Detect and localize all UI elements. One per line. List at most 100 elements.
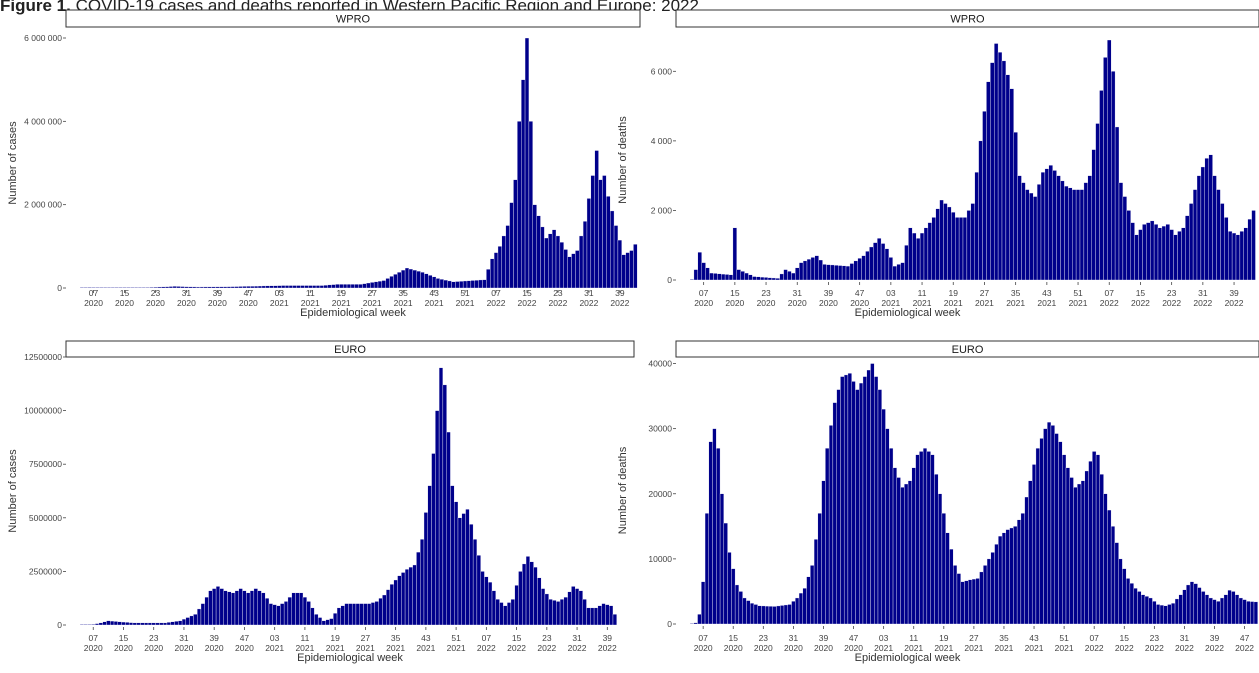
bar bbox=[1212, 175, 1217, 281]
bar bbox=[450, 485, 455, 626]
bar bbox=[896, 477, 901, 625]
bar bbox=[134, 287, 139, 289]
bar bbox=[734, 584, 740, 625]
x-tick-label: 39 2020 bbox=[819, 288, 838, 308]
y-axis-title: Number of cases bbox=[7, 121, 19, 205]
bar bbox=[943, 203, 948, 281]
bar bbox=[629, 250, 634, 289]
x-tick-label: 23 2022 bbox=[1145, 633, 1164, 653]
x-tick-label: 27 2021 bbox=[975, 288, 994, 308]
bar bbox=[748, 274, 753, 281]
bar bbox=[1080, 480, 1085, 625]
bar bbox=[838, 265, 843, 281]
bar bbox=[1005, 74, 1010, 281]
y-axis-title: Number of deaths bbox=[617, 116, 629, 204]
bar bbox=[1033, 196, 1038, 281]
bar bbox=[103, 287, 108, 289]
bars bbox=[689, 39, 1256, 281]
bar bbox=[472, 539, 478, 626]
x-axis-title: Epidemiological week bbox=[297, 652, 403, 664]
x-tick-label: 19 2021 bbox=[944, 288, 963, 308]
bar bbox=[192, 286, 197, 289]
x-tick-label: 31 2022 bbox=[568, 633, 587, 653]
bar bbox=[888, 257, 893, 281]
bar bbox=[1088, 461, 1093, 625]
bar bbox=[91, 624, 96, 626]
bar bbox=[709, 272, 714, 281]
x-tick-label: 43 2021 bbox=[425, 288, 444, 308]
bar bbox=[117, 621, 122, 626]
panel-title: WPRO bbox=[950, 14, 985, 26]
bar bbox=[1021, 182, 1026, 281]
bar bbox=[446, 431, 451, 626]
bar bbox=[1200, 166, 1205, 281]
bar bbox=[94, 623, 100, 626]
bar bbox=[908, 227, 913, 281]
bar bbox=[128, 622, 134, 626]
bar bbox=[238, 588, 243, 626]
bars bbox=[79, 37, 638, 289]
bar bbox=[934, 474, 939, 625]
bar bbox=[791, 272, 796, 281]
bar bbox=[744, 272, 749, 281]
bar bbox=[132, 622, 137, 626]
bar bbox=[795, 597, 800, 625]
bar bbox=[951, 211, 956, 281]
bar bbox=[478, 279, 483, 289]
bar bbox=[701, 262, 706, 281]
bar bbox=[234, 286, 239, 289]
bar bbox=[1239, 231, 1244, 281]
bar bbox=[1142, 224, 1147, 281]
x-tick-label: 35 2021 bbox=[1006, 288, 1025, 308]
bar bbox=[1058, 441, 1063, 625]
bar bbox=[966, 210, 971, 281]
bar bbox=[362, 283, 367, 289]
bar bbox=[1036, 184, 1042, 281]
bar bbox=[488, 581, 493, 626]
bar bbox=[612, 614, 617, 626]
bar bbox=[845, 265, 851, 281]
bar bbox=[412, 564, 417, 626]
bar bbox=[1182, 589, 1187, 625]
bar bbox=[389, 276, 394, 289]
bar bbox=[144, 622, 149, 626]
bar bbox=[582, 599, 587, 626]
bar bbox=[79, 287, 85, 289]
bar bbox=[299, 592, 304, 626]
y-tick-label: 40000 bbox=[648, 359, 672, 369]
bar bbox=[354, 284, 359, 289]
bar bbox=[689, 279, 695, 281]
bar bbox=[738, 591, 743, 625]
bar bbox=[1201, 591, 1206, 625]
bar bbox=[1178, 594, 1183, 625]
wpro-cases-panel: WPRO 0 2 000 000 4 000 000 6 000 000 Number o… bbox=[7, 9, 641, 319]
bar bbox=[716, 447, 721, 625]
x-tick-label: 15 2020 bbox=[725, 288, 744, 308]
bar bbox=[597, 605, 602, 626]
bar bbox=[155, 622, 160, 626]
bar bbox=[1163, 605, 1168, 625]
bar bbox=[1039, 438, 1044, 625]
x-tick-label: 31 2020 bbox=[788, 288, 807, 308]
bar bbox=[172, 286, 177, 289]
x-tick-label: 03 2021 bbox=[270, 288, 289, 308]
bar bbox=[261, 592, 266, 626]
bar bbox=[964, 580, 969, 625]
x-tick-label: 07 2022 bbox=[477, 633, 496, 653]
x-tick-label: 15 2020 bbox=[724, 633, 743, 653]
bar bbox=[994, 544, 999, 625]
bar bbox=[983, 565, 988, 625]
bar bbox=[265, 285, 270, 289]
bar bbox=[136, 622, 141, 626]
bar bbox=[242, 590, 247, 626]
bar bbox=[493, 252, 499, 289]
bar bbox=[767, 277, 773, 281]
bar bbox=[586, 198, 592, 289]
bar bbox=[219, 588, 224, 626]
bar bbox=[331, 284, 336, 289]
bar bbox=[423, 512, 428, 626]
y-tick-label: 12500000 bbox=[24, 352, 62, 362]
bar bbox=[1224, 217, 1229, 281]
bar bbox=[1040, 171, 1046, 281]
bar bbox=[257, 590, 262, 626]
